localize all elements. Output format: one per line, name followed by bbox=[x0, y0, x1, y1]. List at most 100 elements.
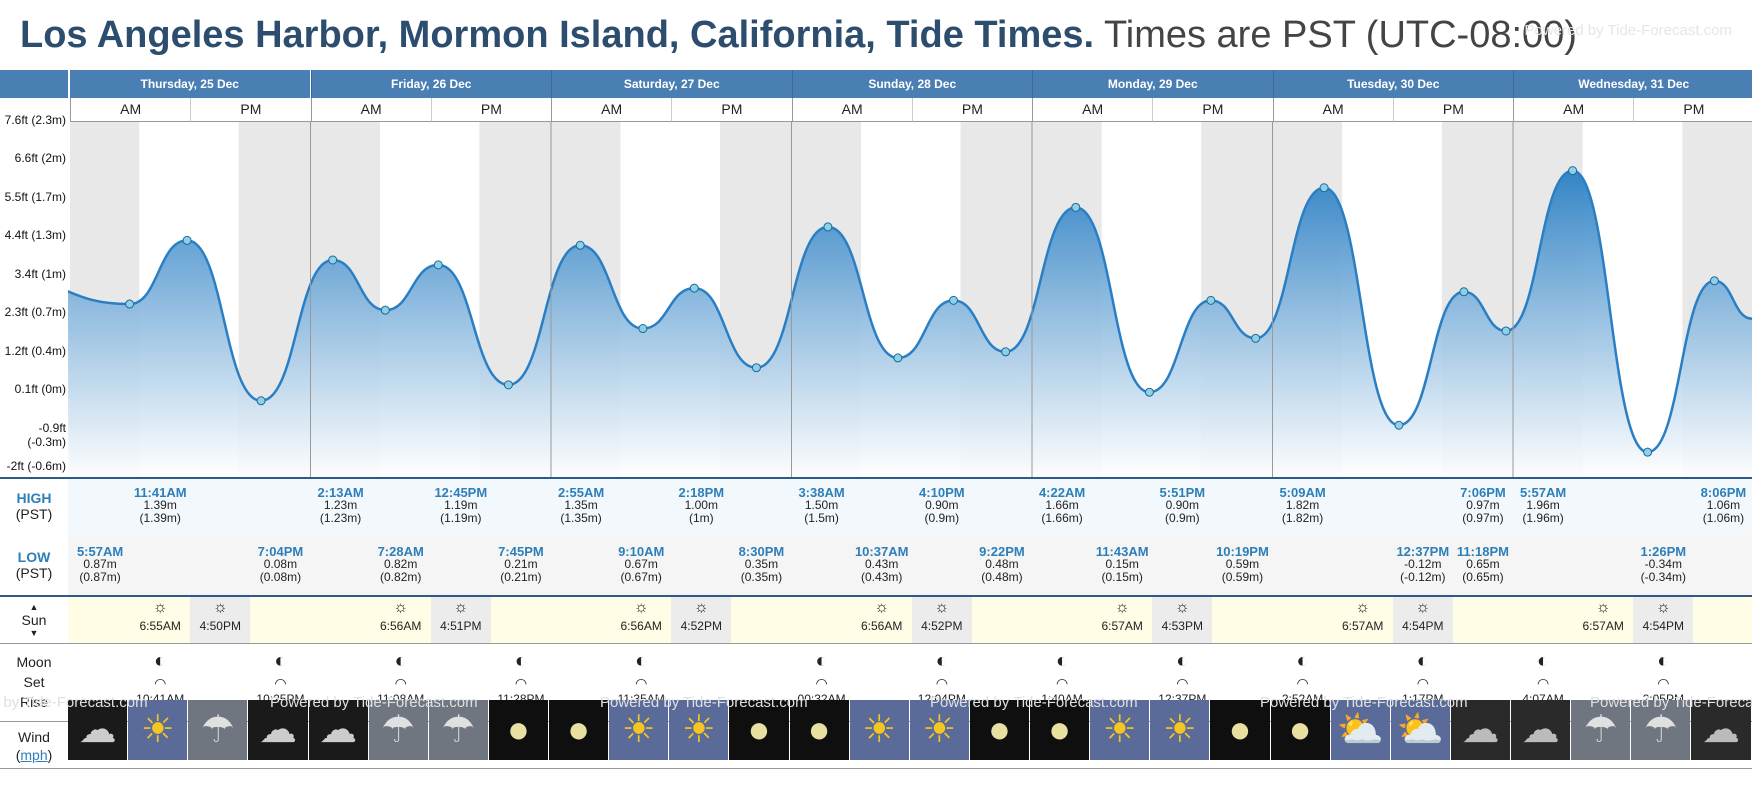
sunset-icon: ☼ bbox=[212, 599, 228, 616]
weather-cell: ☀ bbox=[909, 700, 969, 760]
low-tide-event: 7:45PM 0.21m (0.21m) bbox=[471, 545, 571, 584]
tide-area bbox=[0, 170, 1752, 477]
tide-height-alt: (0.9m) bbox=[1164, 511, 1200, 525]
moon-waxing-gibbous-icon: ◐ bbox=[1056, 650, 1069, 672]
sunrise-icon: ☼ bbox=[393, 599, 409, 616]
weather-cell: ☀ bbox=[669, 700, 729, 760]
sunrise-cell: ☼ 6:56AM bbox=[611, 597, 671, 643]
tide-height-alt: (0.59m) bbox=[1221, 570, 1264, 584]
high-tide-event: 2:55AM 1.35m (1.35m) bbox=[531, 486, 631, 525]
moon-first-quarter-icon: ◐ bbox=[514, 650, 527, 672]
tide-time: 3:38AM bbox=[798, 485, 845, 500]
low-tide-event: 12:37PM -0.12m (-0.12m) bbox=[1373, 545, 1473, 584]
rain-cloud-icon: ☂ bbox=[381, 709, 416, 751]
tide-height-alt: (0.21m) bbox=[500, 570, 542, 584]
watermark-top: Powered by Tide-Forecast.com bbox=[1524, 22, 1732, 39]
watermark-bottom: Powered by Tide-Forecast.com bbox=[600, 694, 808, 711]
divider bbox=[0, 477, 1752, 479]
tide-point bbox=[893, 353, 903, 363]
high-tide-event: 11:41AM 1.39m (1.39m) bbox=[110, 486, 210, 525]
watermark-bottom: Powered by Tide-Forecast.com bbox=[1260, 694, 1468, 711]
moon-first-quarter-icon: ◐ bbox=[635, 650, 648, 672]
moon-waxing-gibbous-icon: ◐ bbox=[935, 650, 948, 672]
ampm-label: PM bbox=[1392, 98, 1513, 122]
day-header: Monday, 29 Dec bbox=[1032, 70, 1273, 98]
y-axis-tick-label: 2.3ft (0.7m) bbox=[4, 305, 66, 320]
day-header: Thursday, 25 Dec bbox=[70, 70, 310, 98]
moon-waxing-gibbous-icon: ◐ bbox=[815, 650, 828, 672]
tide-height: 0.82m bbox=[384, 557, 418, 571]
day-header: Tuesday, 30 Dec bbox=[1272, 70, 1513, 98]
moon-rise-icon: ◠ bbox=[1657, 675, 1670, 691]
sunset-cell: ☼ 4:51PM bbox=[430, 597, 491, 643]
sunny-icon: ☀ bbox=[681, 709, 716, 751]
tide-point bbox=[638, 324, 648, 334]
night-clear-icon: ● bbox=[747, 709, 771, 751]
tide-height: 0.15m bbox=[1105, 557, 1139, 571]
weather-cell: ☁ bbox=[248, 700, 308, 760]
low-tide-event: 11:43AM 0.15m (0.15m) bbox=[1072, 545, 1172, 584]
timezone-label: Times are PST (UTC-08:00) bbox=[1103, 14, 1577, 56]
weather-cell: ● bbox=[729, 700, 789, 760]
tide-point bbox=[1459, 287, 1469, 297]
sunset-icon: ☼ bbox=[1655, 599, 1671, 616]
sunrise-cell: ☼ 6:57AM bbox=[1333, 597, 1393, 643]
weather-cell: ☁ bbox=[68, 700, 128, 760]
watermark-bottom: Powered by Tide-Forecast.com bbox=[0, 694, 148, 711]
night-clear-icon: ● bbox=[1048, 709, 1072, 751]
sunset-cell: ☼ 4:54PM bbox=[1633, 597, 1694, 643]
tide-height-alt: (1.06m) bbox=[1702, 511, 1745, 525]
y-axis-tick-label: 6.6ft (2m) bbox=[14, 151, 66, 166]
sunrise-time: 6:57AM bbox=[1101, 619, 1143, 633]
tide-point bbox=[1144, 387, 1154, 397]
sunrise-cell: ☼ 6:57AM bbox=[1573, 597, 1633, 643]
weather-cell: ☂ bbox=[188, 700, 248, 760]
tide-time: 5:57AM bbox=[76, 544, 124, 559]
tide-height-alt: (1m) bbox=[688, 511, 714, 525]
tide-chart bbox=[0, 121, 1752, 477]
tide-height: 1.35m bbox=[564, 498, 598, 512]
tide-time: 5:57AM bbox=[1519, 485, 1567, 500]
tide-time: 5:51PM bbox=[1159, 485, 1206, 500]
moon-label: Moon Set Rise bbox=[16, 654, 52, 710]
tide-height: 0.67m bbox=[624, 557, 658, 571]
tide-point bbox=[1251, 333, 1261, 343]
sunset-icon: ☼ bbox=[1415, 599, 1431, 616]
wind-unit-link[interactable]: mph bbox=[20, 747, 48, 763]
low-tide-event: 1:26PM -0.34m (-0.34m) bbox=[1613, 545, 1713, 584]
ampm-label: AM bbox=[70, 98, 191, 122]
high-tide-event: 5:57AM 1.96m (1.96m) bbox=[1493, 486, 1593, 525]
sunrise-icon: ☼ bbox=[1595, 599, 1611, 616]
tide-point bbox=[256, 396, 266, 406]
moon-waxing-gibbous-icon: ◐ bbox=[1416, 650, 1429, 672]
sunrise-cell: ☼ 6:55AM bbox=[130, 597, 190, 643]
weather-cell: ⛅ bbox=[1330, 700, 1390, 760]
moon-waxing-gibbous-icon: ◐ bbox=[1657, 650, 1670, 672]
ampm-label: PM bbox=[430, 98, 551, 122]
tide-height: 0.59m bbox=[1225, 557, 1260, 571]
sunset-time: 4:54PM bbox=[1642, 619, 1684, 633]
y-axis-tick-label: -2ft (-0.6m) bbox=[6, 459, 66, 473]
weather-cell: ● bbox=[1210, 700, 1270, 760]
moon-set-icon: ◠ bbox=[1296, 675, 1309, 691]
night-clear-icon: ● bbox=[1288, 709, 1312, 751]
tide-height: 0.87m bbox=[83, 557, 117, 571]
sunrise-icon: ☼ bbox=[874, 599, 890, 616]
ampm-label: PM bbox=[911, 98, 1032, 122]
moon-set-icon: ◠ bbox=[815, 675, 828, 691]
ampm-label: AM bbox=[1513, 98, 1634, 122]
sunset-time: 4:53PM bbox=[1161, 619, 1203, 633]
weather-cell: ● bbox=[789, 700, 849, 760]
low-label: LOW (PST) bbox=[15, 549, 53, 581]
tide-table: 7.6ft (2.3m) 6.6ft (2m) 5.5ft (1.7m) 4.4ft … bbox=[0, 70, 1752, 769]
tide-height: -0.12m bbox=[1404, 557, 1442, 571]
tide-height-alt: (0.82m) bbox=[380, 570, 422, 584]
weather-cell: ☀ bbox=[1150, 700, 1210, 760]
tide-height: -0.34m bbox=[1644, 557, 1682, 571]
sunny-icon: ☀ bbox=[922, 709, 957, 751]
high-tide-event: 12:45PM 1.19m (1.19m) bbox=[411, 486, 511, 525]
y-axis-tick-label: 7.6ft (2.3m) bbox=[4, 113, 66, 127]
tide-time: 4:22AM bbox=[1038, 485, 1086, 500]
tide-time: 11:41AM bbox=[133, 485, 187, 500]
weather-cell: ☁ bbox=[1691, 700, 1751, 760]
